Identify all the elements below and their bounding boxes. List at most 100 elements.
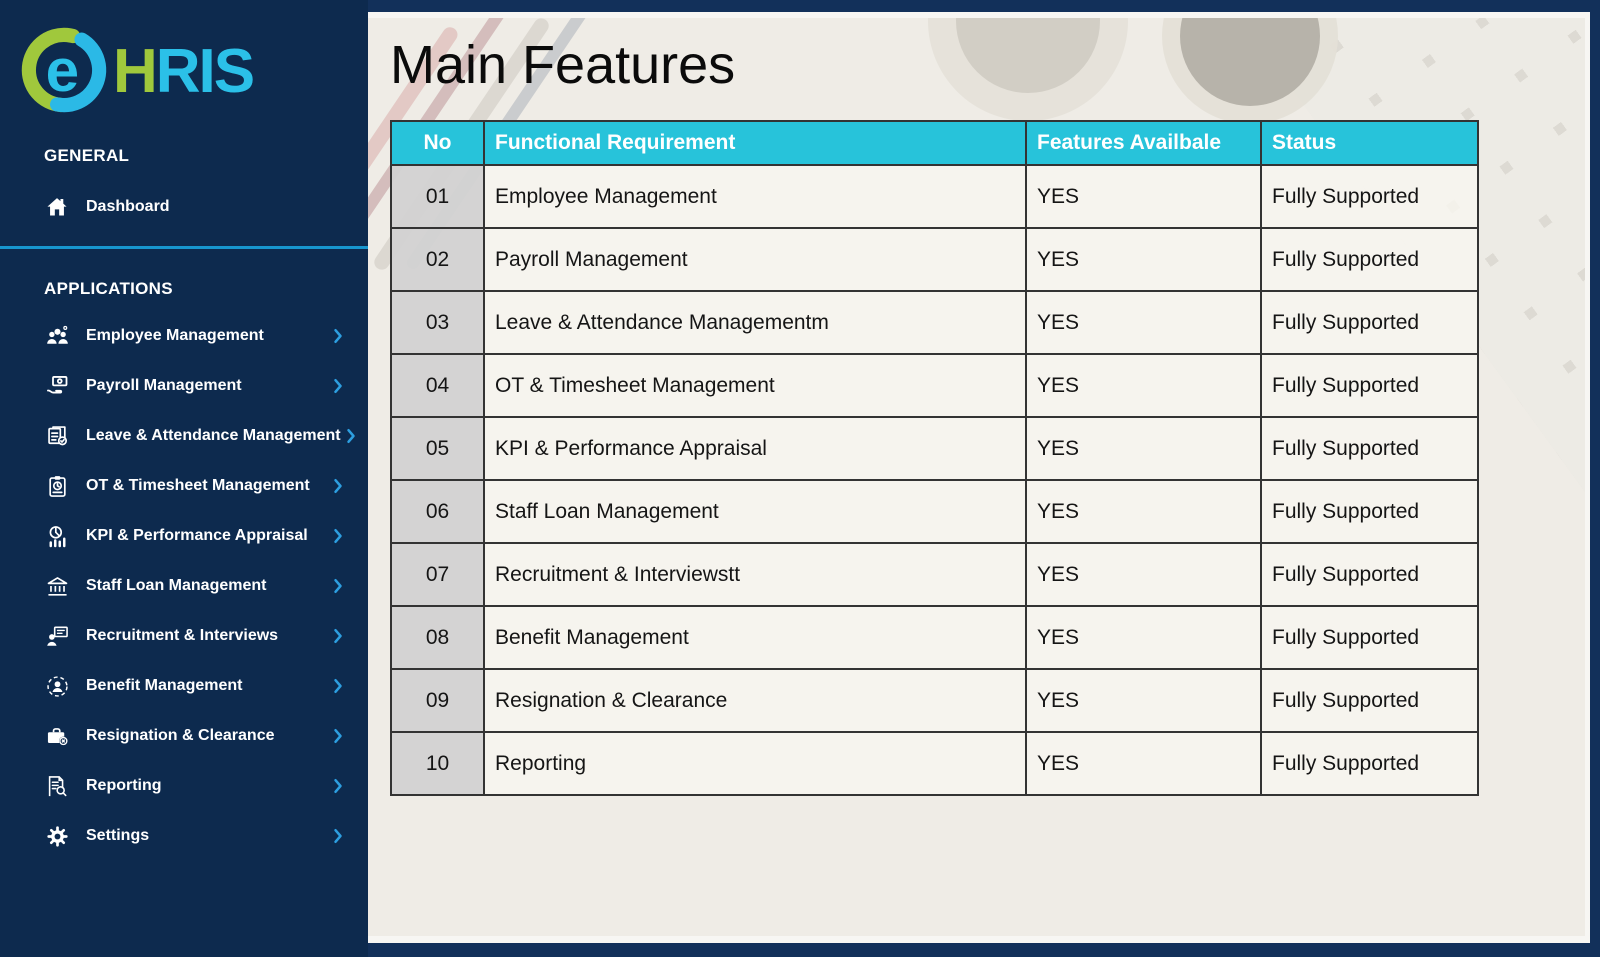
main-content: Main Features No Functional Requirement …	[368, 18, 1585, 796]
table-row: 08 Benefit Management YES Fully Supporte…	[390, 605, 1479, 670]
row-no-cell: 01	[390, 164, 485, 229]
page-title: Main Features	[390, 35, 736, 95]
sidebar-item-employee-management[interactable]: Employee Management	[0, 311, 368, 361]
recruitment-icon	[42, 621, 72, 651]
employees-icon	[42, 321, 72, 351]
column-header-functional-requirement: Functional Requirement	[483, 120, 1027, 166]
table-row: 05 KPI & Performance Appraisal YES Fully…	[390, 416, 1479, 481]
sidebar-item-payroll-management[interactable]: Payroll Management	[0, 361, 368, 411]
row-requirement-cell: KPI & Performance Appraisal	[483, 416, 1027, 481]
row-status-cell: Fully Supported	[1260, 605, 1479, 670]
row-no-cell: 08	[390, 605, 485, 670]
row-requirement-cell: Reporting	[483, 731, 1027, 796]
sidebar-item-label: Resignation & Clearance	[86, 727, 275, 744]
row-requirement-cell: Employee Management	[483, 164, 1027, 229]
sidebar-item-label: Reporting	[86, 777, 162, 794]
sidebar-item-kpi-performance-appraisal[interactable]: KPI & Performance Appraisal	[0, 511, 368, 561]
row-status-cell: Fully Supported	[1260, 668, 1479, 733]
sidebar-item-leave-attendance-management[interactable]: Leave & Attendance Management	[0, 411, 368, 461]
table-row: 03 Leave & Attendance Managementm YES Fu…	[390, 290, 1479, 355]
sidebar-item-label: Dashboard	[86, 198, 170, 215]
logo-letter-e: e	[46, 36, 79, 104]
sidebar-item-label: OT & Timesheet Management	[86, 477, 310, 494]
sidebar-item-recruitment-interviews[interactable]: Recruitment & Interviews	[0, 611, 368, 661]
sidebar-section-general: GENERAL	[44, 146, 130, 165]
payroll-icon	[42, 371, 72, 401]
table-row: 06 Staff Loan Management YES Fully Suppo…	[390, 479, 1479, 544]
sidebar-item-label: Recruitment & Interviews	[86, 627, 279, 644]
home-icon	[42, 192, 72, 222]
sidebar-item-label: Payroll Management	[86, 377, 242, 394]
sidebar: e HRIS GENERAL Dashboard APPLICATIONS Em…	[0, 0, 368, 957]
table-row: 09 Resignation & Clearance YES Fully Sup…	[390, 668, 1479, 733]
sidebar-item-label: Settings	[86, 827, 150, 844]
logo-e-swirl-icon: e	[21, 27, 107, 113]
chevron-right-icon	[328, 726, 348, 746]
row-status-cell: Fully Supported	[1260, 479, 1479, 544]
sidebar-section-applications: APPLICATIONS	[44, 279, 173, 298]
row-no-cell: 04	[390, 353, 485, 418]
features-table: No Functional Requirement Features Avail…	[390, 120, 1479, 796]
chevron-right-icon	[328, 776, 348, 796]
gear-icon	[42, 821, 72, 851]
table-row: 01 Employee Management YES Fully Support…	[390, 164, 1479, 229]
desk-background-decoration	[368, 18, 1585, 936]
sidebar-item-label: Leave & Attendance Management	[86, 427, 341, 444]
row-status-cell: Fully Supported	[1260, 731, 1479, 796]
logo-wordmark: HRIS	[113, 41, 255, 103]
resignation-icon	[42, 721, 72, 751]
sidebar-item-staff-loan-management[interactable]: Staff Loan Management	[0, 561, 368, 611]
chevron-right-icon	[328, 626, 348, 646]
row-requirement-cell: Resignation & Clearance	[483, 668, 1027, 733]
row-requirement-cell: Payroll Management	[483, 227, 1027, 292]
row-available-cell: YES	[1025, 605, 1262, 670]
chevron-right-icon	[341, 426, 361, 446]
sidebar-item-benefit-management[interactable]: Benefit Management	[0, 661, 368, 711]
chevron-right-icon	[328, 576, 348, 596]
chevron-right-icon	[328, 676, 348, 696]
sidebar-item-dashboard[interactable]: Dashboard	[0, 182, 368, 232]
row-available-cell: YES	[1025, 290, 1262, 355]
sidebar-item-label: KPI & Performance Appraisal	[86, 527, 308, 544]
row-no-cell: 03	[390, 290, 485, 355]
row-available-cell: YES	[1025, 731, 1262, 796]
chevron-right-icon	[328, 326, 348, 346]
row-available-cell: YES	[1025, 542, 1262, 607]
row-status-cell: Fully Supported	[1260, 290, 1479, 355]
sidebar-divider	[0, 246, 368, 249]
row-no-cell: 09	[390, 668, 485, 733]
sidebar-item-label: Staff Loan Management	[86, 577, 267, 594]
column-header-no: No	[390, 120, 485, 166]
row-requirement-cell: OT & Timesheet Management	[483, 353, 1027, 418]
benefit-icon	[42, 671, 72, 701]
main-panel: Main Features No Functional Requirement …	[368, 12, 1590, 943]
table-row: 10 Reporting YES Fully Supported	[390, 731, 1479, 796]
column-header-status: Status	[1260, 120, 1479, 166]
row-available-cell: YES	[1025, 668, 1262, 733]
row-requirement-cell: Leave & Attendance Managementm	[483, 290, 1027, 355]
table-header-row: No Functional Requirement Features Avail…	[390, 120, 1479, 166]
row-status-cell: Fully Supported	[1260, 416, 1479, 481]
reporting-icon	[42, 771, 72, 801]
ehris-logo: e HRIS	[0, 0, 368, 116]
kpi-icon	[42, 521, 72, 551]
row-status-cell: Fully Supported	[1260, 353, 1479, 418]
sidebar-item-reporting[interactable]: Reporting	[0, 761, 368, 811]
row-available-cell: YES	[1025, 164, 1262, 229]
row-available-cell: YES	[1025, 227, 1262, 292]
chevron-right-icon	[328, 526, 348, 546]
table-row: 04 OT & Timesheet Management YES Fully S…	[390, 353, 1479, 418]
applications-nav: Employee Management Payroll Management	[0, 311, 368, 861]
row-requirement-cell: Staff Loan Management	[483, 479, 1027, 544]
sidebar-item-resignation-clearance[interactable]: Resignation & Clearance	[0, 711, 368, 761]
logo-letter-h: H	[113, 37, 158, 106]
row-no-cell: 06	[390, 479, 485, 544]
table-row: 07 Recruitment & Interviewstt YES Fully …	[390, 542, 1479, 607]
chevron-right-icon	[328, 376, 348, 396]
sidebar-item-label: Employee Management	[86, 327, 264, 344]
sidebar-item-label: Benefit Management	[86, 677, 243, 694]
sidebar-item-ot-timesheet-management[interactable]: OT & Timesheet Management	[0, 461, 368, 511]
sidebar-item-settings[interactable]: Settings	[0, 811, 368, 861]
row-requirement-cell: Recruitment & Interviewstt	[483, 542, 1027, 607]
